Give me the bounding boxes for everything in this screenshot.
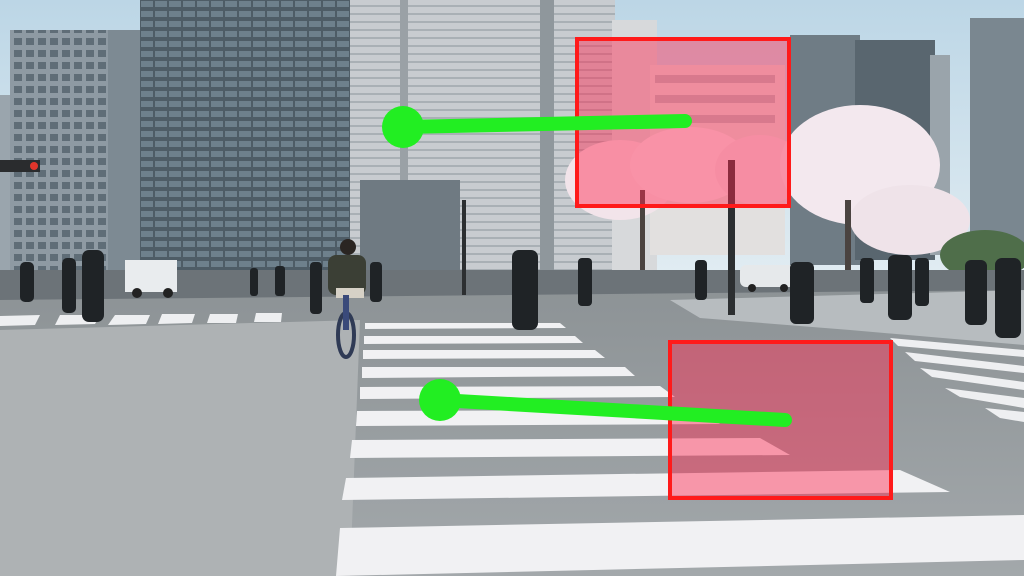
- crosswalk-right: [890, 338, 1024, 422]
- foreground-asphalt: [0, 320, 360, 576]
- signal-pole: [728, 160, 735, 315]
- pedestrians: [20, 250, 1021, 338]
- white-truck: [125, 260, 177, 298]
- white-car: [740, 265, 795, 292]
- building-far-right: [970, 18, 1024, 268]
- traffic-light-left: [0, 160, 40, 172]
- crosswalk-left: [0, 313, 282, 326]
- building-glass-tower: [140, 0, 355, 290]
- cyclist: [328, 239, 366, 359]
- sidewalk-right: [670, 290, 1024, 345]
